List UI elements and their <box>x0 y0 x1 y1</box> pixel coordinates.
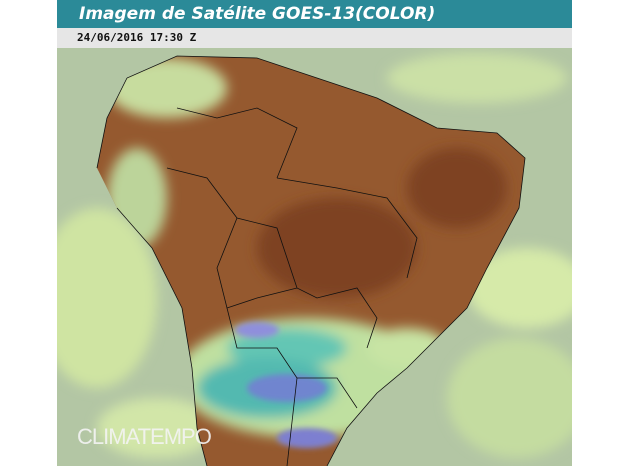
satellite-image <box>57 48 572 466</box>
borders <box>96 55 526 466</box>
watermark: CLIMATEMPO <box>77 424 212 449</box>
timestamp-bar: 24/06/2016 17:30 Z <box>57 28 572 48</box>
ocean-clouds <box>57 53 572 458</box>
title-bar: Imagem de Satélite GOES-13(COLOR) <box>57 0 572 28</box>
